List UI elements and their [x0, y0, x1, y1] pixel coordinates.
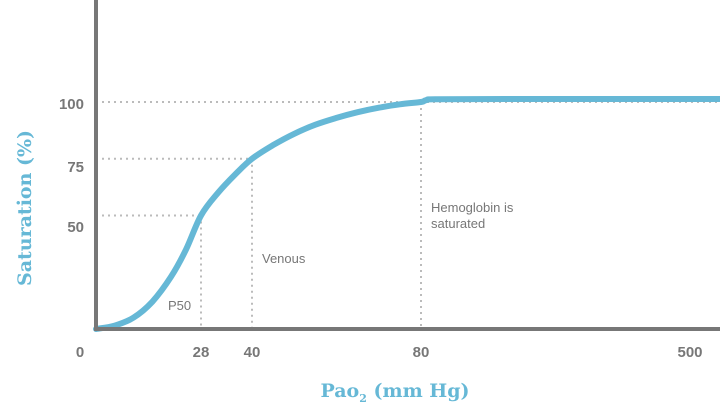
x-axis-title: Pao2 (mm Hg) — [320, 380, 469, 405]
y-tick-100: 100 — [59, 96, 84, 113]
y-tick-50: 50 — [67, 219, 84, 236]
x-tick-28: 28 — [193, 344, 210, 361]
y-tick-75: 75 — [67, 159, 84, 176]
x-tick-500: 500 — [677, 344, 702, 361]
guide-lines — [96, 101, 720, 329]
y-axis-title: Saturation (%) — [14, 130, 36, 286]
annotation-venous: Venous — [262, 251, 306, 266]
x-tick-0: 0 — [76, 344, 84, 361]
annotation-saturated-line1: Hemoglobin is — [431, 200, 514, 215]
annotation-p50: P50 — [168, 298, 191, 313]
x-axis-title-main: Pao — [320, 380, 359, 402]
annotation-saturated-line2: saturated — [431, 216, 485, 231]
x-tick-40: 40 — [244, 344, 261, 361]
x-axis-title-rest: (mm Hg) — [367, 380, 470, 402]
x-axis-title-subscript: 2 — [359, 392, 367, 405]
x-tick-80: 80 — [413, 344, 430, 361]
saturation-curve — [93, 95, 720, 332]
